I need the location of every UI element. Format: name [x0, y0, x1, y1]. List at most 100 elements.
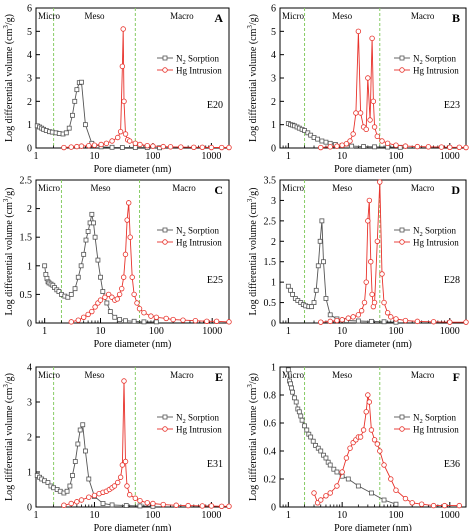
hg-intrusion-point	[318, 497, 324, 503]
legend-n2-sub: 2	[183, 231, 186, 238]
hg-intrusion-point	[121, 378, 127, 384]
legend-n2-prefix: N	[413, 226, 420, 236]
legend-hg-label: Hg Intrusion	[413, 425, 459, 435]
y-tick-label: 4	[27, 363, 32, 374]
hg-intrusion-point	[74, 499, 80, 505]
n2-sorption-point	[92, 234, 98, 240]
y-tick-label: 0.6	[264, 419, 277, 430]
y-tick-label: 2	[271, 97, 276, 108]
x-tick-label: 1000	[440, 326, 460, 337]
legend-n2-prefix: N	[176, 226, 183, 236]
hg-intrusion-point	[339, 469, 345, 475]
hg-intrusion-point	[141, 310, 147, 316]
panel-letter: B	[452, 11, 460, 25]
y-tick-label: 0	[271, 503, 276, 514]
legend-n2-prefix: N	[176, 413, 183, 423]
hg-intrusion-point	[409, 500, 415, 506]
y-tick-label: 2.5	[20, 176, 33, 187]
n2-sorption-point	[68, 291, 74, 297]
y-tick-label: 4	[271, 50, 276, 61]
hg-intrusion-point	[180, 317, 186, 323]
region-label-meso: Meso	[332, 11, 352, 21]
y-tick-label: 0.8	[264, 391, 277, 402]
x-tick-label: 10	[89, 510, 99, 521]
x-tick-label: 10	[337, 510, 347, 521]
n2-sorption-point	[315, 263, 321, 269]
hg-intrusion-point	[92, 304, 98, 310]
legend-n2-marker	[162, 55, 168, 61]
n2-sorption-point	[323, 296, 329, 301]
hg-intrusion-point	[456, 502, 462, 509]
hg-intrusion-point	[127, 234, 133, 240]
hg-intrusion-point	[136, 306, 143, 312]
hg-intrusion-point	[350, 131, 356, 137]
n2-sorption-point	[131, 318, 137, 324]
y-tick-label: 0.2	[264, 475, 277, 486]
legend-n2-marker	[399, 414, 405, 420]
hg-intrusion-point	[173, 502, 179, 508]
n2-sorption-point	[296, 409, 302, 415]
n2-sorption-point	[369, 318, 374, 324]
y-axis-label-main: Log differential volume (cm	[4, 202, 15, 316]
n2-sorption-point	[123, 318, 128, 324]
x-axis-label: Pore diameter (nm)	[334, 339, 412, 350]
region-label-meso: Meso	[84, 11, 104, 21]
legend-n2-marker	[399, 227, 405, 233]
hg-intrusion-point	[367, 117, 373, 123]
hg-intrusion-line	[320, 31, 467, 148]
legend-n2-sub: 2	[420, 418, 423, 425]
hg-intrusion-line	[63, 380, 229, 507]
sample-label: E31	[207, 459, 223, 470]
hg-intrusion-point	[150, 143, 156, 149]
legend-n2-sub: 2	[420, 59, 423, 66]
region-label-meso: Meso	[332, 370, 352, 380]
y-tick-label: 0.5	[20, 290, 33, 301]
region-label-macro: Macro	[172, 183, 196, 193]
hg-intrusion-point	[366, 399, 373, 405]
hg-intrusion-point	[78, 497, 85, 503]
hg-intrusion-point	[89, 308, 95, 315]
hg-intrusion-point	[347, 138, 353, 144]
n2-sorption-point	[104, 300, 110, 306]
hg-intrusion-point	[393, 316, 399, 322]
hg-intrusion-point	[144, 500, 150, 506]
hg-intrusion-point	[384, 140, 391, 147]
region-label-micro: Micro	[38, 11, 60, 21]
hg-intrusion-point	[393, 142, 399, 148]
n2-sorption-point	[141, 319, 147, 325]
hg-intrusion-point	[132, 140, 139, 147]
n2-sorption-point	[77, 427, 83, 433]
panel-letter: E	[215, 370, 223, 384]
n2-sorption-point	[293, 399, 299, 405]
x-tick-label: 100	[388, 510, 403, 521]
hg-intrusion-point	[208, 144, 215, 151]
hg-intrusion-point	[160, 501, 166, 508]
n2-sorption-point	[107, 309, 113, 314]
legend-n2-suffix: Sorption	[186, 413, 220, 423]
n2-sorption-point	[98, 274, 103, 280]
hg-intrusion-point	[137, 498, 143, 504]
y-tick-label: 2	[27, 433, 32, 444]
n2-sorption-point	[112, 314, 118, 320]
n2-sorption-point	[67, 483, 73, 489]
n2-sorption-point	[83, 237, 89, 243]
n2-sorption-point	[310, 438, 316, 444]
n2-sorption-point	[109, 502, 115, 508]
n2-sorption-point	[372, 144, 377, 150]
n2-sorption-point	[288, 287, 293, 293]
y-axis-label-end: /g)	[248, 188, 259, 199]
hg-intrusion-point	[363, 126, 369, 133]
hg-intrusion-point	[414, 318, 421, 325]
hg-intrusion-point	[381, 462, 387, 468]
hg-intrusion-point	[153, 314, 160, 320]
hg-intrusion-point	[368, 259, 374, 265]
y-axis-label-end: /g)	[248, 373, 259, 384]
legend-n2-label: N2 Sorption	[413, 226, 457, 239]
n2-sorption-point	[74, 87, 80, 93]
y-tick-label: 1	[27, 261, 32, 272]
hg-intrusion-point	[447, 319, 453, 325]
hg-intrusion-point	[86, 494, 92, 500]
hg-intrusion-point	[365, 75, 371, 81]
